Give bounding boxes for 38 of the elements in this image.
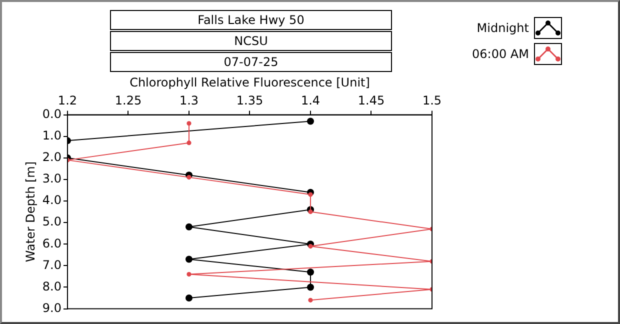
point <box>308 192 313 197</box>
point <box>306 268 314 276</box>
text: 07-07-25 <box>110 52 392 72</box>
y-tick-label: 5.0 <box>42 214 62 229</box>
x-axis-title: Chlorophyll Relative Fluorescence [Unit] <box>130 75 370 90</box>
y-axis-title: Water Depth [m] <box>23 161 38 262</box>
x-tick-label: 1.45 <box>358 94 385 108</box>
chart-title: Falls Lake Hwy 50 <box>110 10 392 30</box>
point <box>185 223 192 230</box>
y-tick-label: 1.0 <box>42 128 62 142</box>
x-tick-label: 1.25 <box>114 94 142 108</box>
y-tick-label: 3.0 <box>42 172 62 186</box>
x-tick-label: 1.2 <box>58 94 78 108</box>
legend-label: Midnight <box>476 21 529 35</box>
point <box>186 175 192 180</box>
point <box>308 210 313 214</box>
point <box>186 121 192 126</box>
x-tick-label: 1.3 <box>179 94 199 108</box>
x-tick-label: 1.5 <box>422 94 442 108</box>
point <box>186 140 192 146</box>
point <box>306 118 314 125</box>
point <box>185 256 192 263</box>
legend-label: 06:00 AM <box>472 47 529 61</box>
point <box>185 294 192 302</box>
y-tick-label: 4.0 <box>42 193 62 208</box>
x-tick-label: 1.4 <box>300 94 320 108</box>
point <box>306 284 314 291</box>
y-tick-label: 9.0 <box>42 300 62 315</box>
chart-subtitle: NCSU <box>110 31 392 51</box>
point <box>186 272 192 277</box>
y-tick-label: 7.0 <box>42 258 62 272</box>
point <box>308 244 313 249</box>
y-tick-label: 0.0 <box>42 106 62 121</box>
y-tick-label: 6.0 <box>42 236 62 250</box>
point <box>308 298 313 302</box>
y-tick-label: 8.0 <box>42 279 62 294</box>
y-tick-label: 2.0 <box>42 150 62 164</box>
x-tick-label: 1.35 <box>236 94 264 108</box>
